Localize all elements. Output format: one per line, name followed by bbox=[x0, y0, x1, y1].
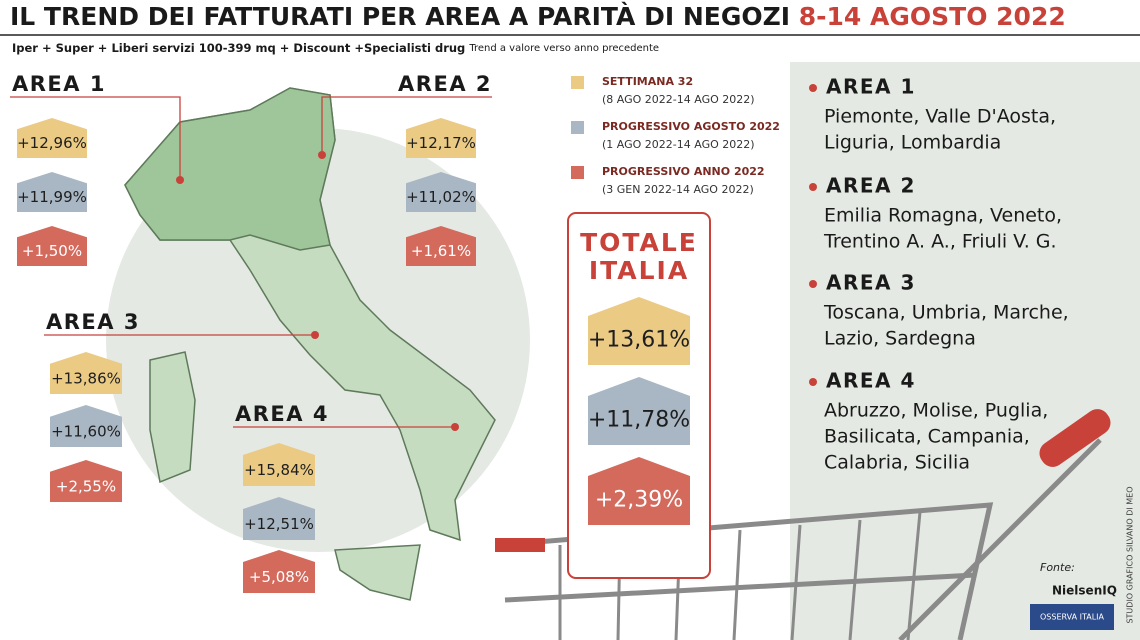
region-line: Basilicata, Campania, bbox=[824, 426, 1030, 448]
studio-credit: STUDIO GRAFICO SILVANO DI MEO bbox=[1126, 486, 1135, 623]
legend-swatch bbox=[571, 166, 584, 179]
badge bbox=[17, 118, 87, 158]
legend-swatch bbox=[571, 121, 584, 134]
region-bullet bbox=[809, 280, 817, 288]
badge bbox=[50, 352, 122, 394]
badge-value: +5,08% bbox=[249, 568, 309, 586]
legend-range: (3 GEN 2022-14 AGO 2022) bbox=[602, 183, 754, 196]
subtitle: Iper + Super + Liberi servizi 100-399 mq… bbox=[12, 41, 659, 55]
region-line: Trentino A. A., Friuli V. G. bbox=[823, 231, 1057, 253]
source-label: Fonte: bbox=[1040, 561, 1075, 574]
cart-corner bbox=[495, 538, 545, 552]
badge bbox=[243, 497, 315, 540]
area-dot bbox=[311, 331, 319, 339]
badge-value: +1,50% bbox=[22, 242, 82, 260]
region-bullet bbox=[809, 378, 817, 386]
title-text: IL TREND DEI FATTURATI PER AREA A PARITÀ… bbox=[10, 2, 790, 31]
badge-value: +12,17% bbox=[406, 134, 476, 152]
leader-line bbox=[10, 96, 181, 180]
map-sardinia bbox=[149, 351, 196, 484]
badge-value: +15,84% bbox=[244, 461, 314, 479]
badge bbox=[406, 118, 476, 158]
source-nielsen: NielsenIQ bbox=[1052, 584, 1117, 598]
map-north bbox=[124, 87, 336, 251]
region-title: AREA 4 bbox=[826, 369, 916, 393]
region-title: AREA 2 bbox=[826, 174, 916, 198]
badge-value: +1,61% bbox=[411, 242, 471, 260]
region-title: AREA 1 bbox=[826, 75, 916, 99]
subtitle-text: Iper + Super + Liberi servizi 100-399 mq… bbox=[12, 41, 465, 55]
badge bbox=[50, 405, 122, 447]
badge-value: +11,60% bbox=[51, 422, 121, 440]
badge-value: +2,55% bbox=[56, 477, 116, 495]
region-line: Abruzzo, Molise, Puglia, bbox=[824, 400, 1048, 422]
area-label: AREA 4 bbox=[235, 402, 329, 426]
badge bbox=[17, 172, 87, 212]
area-label: AREA 1 bbox=[12, 72, 106, 96]
badge bbox=[588, 297, 690, 365]
area-dot bbox=[176, 176, 184, 184]
badge-value: +11,99% bbox=[17, 188, 87, 206]
legend-range: (1 AGO 2022-14 AGO 2022) bbox=[602, 138, 755, 151]
subtitle-note: Trend a valore verso anno precedente bbox=[468, 43, 659, 54]
badge bbox=[406, 226, 476, 266]
badge bbox=[50, 460, 122, 502]
badge-value: +12,51% bbox=[244, 515, 314, 533]
region-line: Toscana, Umbria, Marche, bbox=[823, 302, 1069, 324]
legend-label: PROGRESSIVO ANNO 2022 bbox=[602, 165, 765, 178]
area-label: AREA 3 bbox=[46, 310, 140, 334]
legend-swatch bbox=[571, 76, 584, 89]
source-osserva-box bbox=[1030, 604, 1114, 630]
region-line: Emilia Romagna, Veneto, bbox=[824, 205, 1062, 227]
cart-grip bbox=[1039, 409, 1111, 467]
badge bbox=[406, 172, 476, 212]
region-line: Piemonte, Valle D'Aosta, bbox=[824, 106, 1056, 128]
region-bullet bbox=[809, 183, 817, 191]
legend-label: SETTIMANA 32 bbox=[602, 75, 693, 88]
region-bullet bbox=[809, 84, 817, 92]
badge-value: +12,96% bbox=[17, 134, 87, 152]
region-title: AREA 3 bbox=[826, 271, 916, 295]
badge bbox=[588, 457, 690, 525]
title-date: 8-14 AGOSTO 2022 bbox=[799, 2, 1066, 31]
source-osserva: OSSERVA ITALIA bbox=[1040, 613, 1105, 622]
badge-value: +2,39% bbox=[595, 488, 683, 513]
cart-grid bbox=[558, 511, 922, 640]
badge-value: +11,78% bbox=[588, 408, 690, 433]
badge-value: +13,61% bbox=[588, 328, 690, 353]
region-line: Lazio, Sardegna bbox=[824, 328, 976, 350]
title: IL TREND DEI FATTURATI PER AREA A PARITÀ… bbox=[10, 2, 1066, 31]
totale-title: TOTALE bbox=[580, 228, 698, 257]
legend-label: PROGRESSIVO AGOSTO 2022 bbox=[602, 120, 780, 133]
region-line: Liguria, Lombardia bbox=[824, 132, 1001, 154]
cart-handle bbox=[898, 438, 1102, 640]
area-dot bbox=[451, 423, 459, 431]
area-dot bbox=[318, 151, 326, 159]
leader-line bbox=[321, 96, 492, 155]
area-label: AREA 2 bbox=[398, 72, 492, 96]
badge bbox=[17, 226, 87, 266]
badge-value: +13,86% bbox=[51, 369, 121, 387]
totale-title: ITALIA bbox=[589, 256, 689, 285]
map-sicily bbox=[334, 544, 421, 601]
right-panel bbox=[790, 62, 1140, 640]
badge-value: +11,02% bbox=[406, 188, 476, 206]
badge bbox=[588, 377, 690, 445]
badge bbox=[243, 550, 315, 593]
region-line: Calabria, Sicilia bbox=[824, 452, 970, 474]
legend-range: (8 AGO 2022-14 AGO 2022) bbox=[602, 93, 755, 106]
badge bbox=[243, 443, 315, 486]
